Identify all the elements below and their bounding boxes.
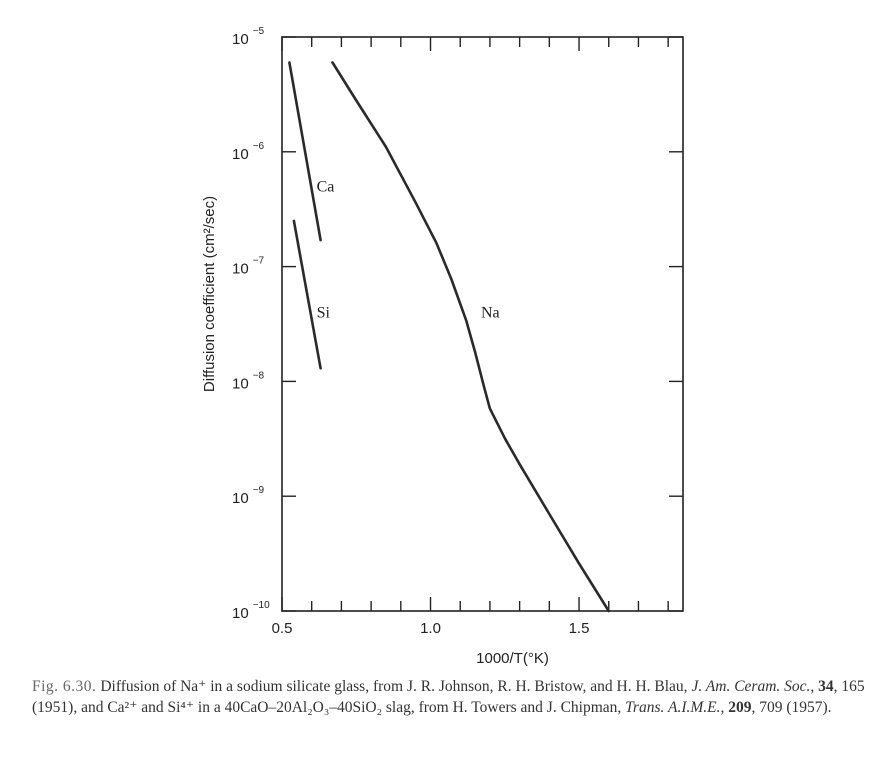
series-label-si: Si xyxy=(317,305,331,322)
caption-part: , xyxy=(720,699,729,716)
caption-part: , 709 (1957). xyxy=(751,699,832,716)
plot-frame xyxy=(281,36,684,612)
x-axis-title: 1000/T(°K) xyxy=(476,650,549,667)
diffusion-chart: 0.5 1.0 1.5 10−5 10−6 10−7 10−8 10−9 10 −10 1000/T… xyxy=(201,26,684,667)
series-line-si xyxy=(292,219,322,370)
y-tick-label: 10 −9 xyxy=(232,485,265,507)
caption-part: 209 xyxy=(728,699,752,716)
caption-part: Trans. A.I.M.E. xyxy=(625,699,721,716)
series-label-na: Na xyxy=(481,305,500,322)
caption-part: , 165 (1951), and Ca²⁺ and Si⁴⁺ in a 40C… xyxy=(32,678,865,716)
x-tick-label: 1.5 xyxy=(569,620,590,637)
y-tick-label: 10 −10 xyxy=(232,600,270,622)
figure-caption: Fig. 6.30. Diffusion of Na⁺ in a sodium … xyxy=(32,676,872,718)
series-line-ca xyxy=(288,61,322,242)
series-line-na xyxy=(331,61,611,613)
caption-part: 34 xyxy=(818,678,834,695)
y-axis-title: Diffusion coefficient (cm²/sec) xyxy=(201,196,218,392)
x-tick-label: 1.0 xyxy=(420,620,441,637)
caption-label: Fig. 6.30. xyxy=(32,678,97,695)
caption-part: Diffusion of Na⁺ in a sodium silicate gl… xyxy=(100,678,692,695)
series-label-ca: Ca xyxy=(317,179,335,196)
y-tick-label: 10 −6 xyxy=(232,141,265,163)
caption-part: , xyxy=(810,678,819,695)
x-tick-label: 0.5 xyxy=(272,620,293,637)
y-tick-label: 10 −5 xyxy=(232,26,265,48)
caption-text: Diffusion of Na⁺ in a sodium silicate gl… xyxy=(32,678,865,716)
caption-part: J. Am. Ceram. Soc. xyxy=(691,678,811,695)
y-tick-label: 10 −8 xyxy=(232,370,265,392)
y-tick-label: 10 −7 xyxy=(232,256,265,278)
